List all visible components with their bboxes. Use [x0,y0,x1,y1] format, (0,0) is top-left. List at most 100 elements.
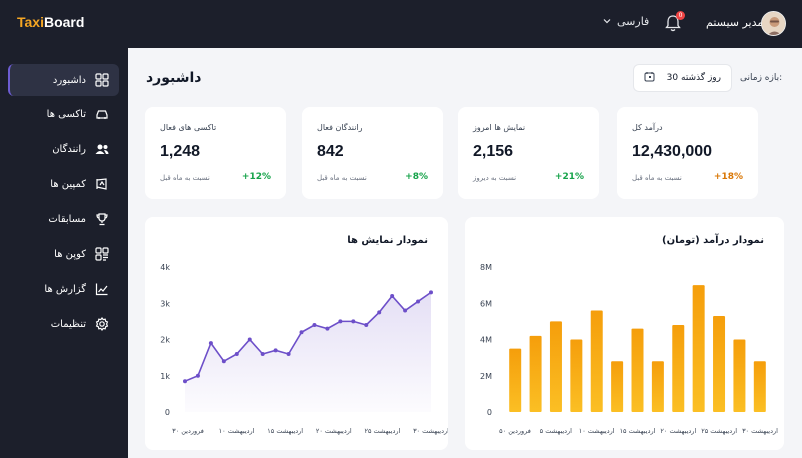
sidebar-item-label: گزارش ها [44,283,86,295]
revenue-bar [651,361,664,412]
y-tick-label: 3k [160,299,170,308]
users-icon [95,142,109,156]
revenue-bar [692,285,705,412]
x-tick-label: ۱۰ اردیبهشت [579,427,615,435]
views-point [247,337,252,342]
x-tick-label: ۳۰ فروردین [172,427,204,435]
revenue-bar [733,339,746,412]
stat-change: +8% [405,172,428,182]
x-tick-label: ۲۵ اردیبهشت [701,427,737,435]
revenue-bar [509,348,522,412]
views-point [221,359,226,364]
y-tick-label: 0 [487,408,492,417]
revenue-bar [672,325,685,412]
x-tick-label: ۲۵ اردیبهشت [364,427,400,435]
stat-label: رانندگان فعال [317,123,363,132]
revenue-bar [590,310,603,412]
y-tick-label: 2M [480,372,492,381]
stat-card: نمایش ها امروز 2,156 نسبت به دیروز +21% [458,107,599,199]
views-point [351,319,356,324]
calendar-icon [644,71,655,85]
sidebar-item-3[interactable]: کمپین ها [8,168,119,200]
stat-card: درآمد کل 12,430,000 نسبت به ماه قبل +18% [617,107,758,199]
y-tick-label: 8M [480,263,492,272]
views-point [208,341,213,346]
x-tick-label: ۲۰ اردیبهشت [316,427,352,435]
views-point [183,379,187,384]
x-tick-label: ۵ اردیبهشت [540,427,573,435]
stat-card: رانندگان فعال 842 نسبت به ماه قبل +8% [302,107,443,199]
language-label: فارسی [617,15,650,28]
coupon-icon [95,247,109,261]
stat-change: +12% [241,172,271,182]
car-icon [95,107,109,121]
views-point [312,323,317,327]
revenue-bar [753,361,766,412]
stat-value: 842 [317,143,344,160]
revenue-bar [631,328,644,412]
page-title: داشبورد [146,70,202,86]
views-point [338,319,343,324]
revenue-bar [529,335,542,412]
views-point [377,310,382,315]
sidebar-item-2[interactable]: رانندگان [8,133,119,165]
sidebar-item-label: کوپن ها [54,248,86,260]
sidebar-item-6[interactable]: گزارش ها [8,273,119,305]
sidebar-item-label: رانندگان [52,143,86,155]
stat-change: +21% [554,172,584,182]
views-point [325,326,330,331]
user-name[interactable]: مدیر سیستم [706,16,764,29]
views-point [273,348,278,353]
revenue-bar [713,315,726,412]
stat-value: 2,156 [473,143,514,160]
x-tick-label: ۳۰ اردیبهشت [413,427,448,435]
y-tick-label: 2k [160,336,170,345]
date-range-select[interactable]: 30 روز گذشته [633,64,732,92]
sidebar-item-1[interactable]: تاکسی ها [8,98,119,130]
y-tick-label: 1k [160,372,170,381]
x-tick-label: ۱۵ اردیبهشت [267,427,303,435]
logo-board: Board [43,14,85,30]
language-selector[interactable]: فارسی [603,15,649,28]
sidebar-item-5[interactable]: کوپن ها [8,238,119,270]
range-label: بازه زمانی: [740,73,783,83]
revenue-chart-title: نمودار درآمد (تومان) [662,235,764,246]
sidebar-item-4[interactable]: مسابقات [8,203,119,235]
sidebar-item-label: داشبورد [52,74,86,86]
views-point [260,352,265,356]
stat-subtext: نسبت به دیروز [473,174,517,182]
views-point [390,294,395,298]
stat-card: تاکسی های فعال 1,248 نسبت به ماه قبل +12% [145,107,286,199]
revenue-bar-chart: 0 2M 4M 6M 8M ۵۰ فروردین ۵ اردیبهشت ۱۰ اردیبهشت… [480,263,778,435]
report-icon [95,282,109,296]
views-point [286,352,291,356]
sidebar-item-label: تاکسی ها [46,108,86,120]
dashboard-icon [95,73,109,87]
avatar[interactable] [761,11,786,36]
stat-label: درآمد کل [632,123,663,132]
stat-label: تاکسی های فعال [160,123,217,132]
sidebar-item-7[interactable]: تنظیمات [8,308,119,340]
views-point [195,373,200,378]
chevron-down-icon [603,15,611,28]
y-tick-label: 0 [165,408,170,417]
views-point [299,330,304,335]
revenue-bar [570,339,583,412]
sidebar-item-label: کمپین ها [50,178,86,190]
revenue-bar [611,361,624,412]
range-value: 30 روز گذشته [666,73,721,83]
sidebar-item-0[interactable]: داشبورد [8,64,119,96]
views-point [429,290,433,295]
app-logo[interactable]: TaxiBoard [17,14,84,30]
settings-icon [95,317,109,331]
x-tick-label: ۲۰ اردیبهشت [660,427,696,435]
x-tick-label: ۳۰ اردیبهشت [742,427,778,435]
views-line-chart: 0 1k 2k 3k 4k ۳۰ فروردین ۱۰ اردیبهشت ۱۵ اردیبهش… [160,263,448,435]
views-point [403,308,408,313]
y-tick-label: 4k [160,263,170,272]
x-tick-label: ۱۰ اردیبهشت [219,427,255,435]
views-point [416,299,421,304]
views-chart-card: نمودار نمایش ها 0 1k 2k 3k 4k ۳۰ فروردین ۱۰ ار… [145,217,448,450]
x-tick-label: ۵۰ فروردین [499,427,531,435]
stat-label: نمایش ها امروز [473,123,526,132]
